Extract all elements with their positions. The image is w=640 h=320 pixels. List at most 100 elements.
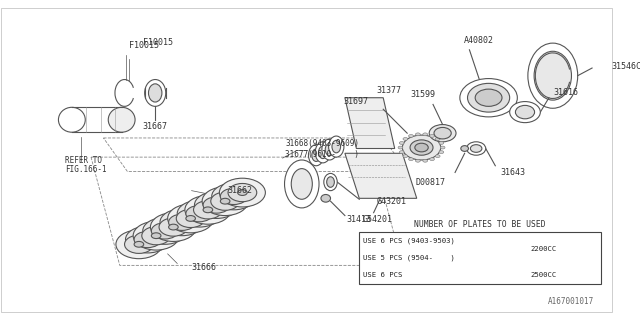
Ellipse shape xyxy=(186,216,195,221)
Text: USE 5 PCS (9504-    ): USE 5 PCS (9504- ) xyxy=(363,254,455,261)
Ellipse shape xyxy=(435,155,440,158)
Ellipse shape xyxy=(403,155,408,158)
Bar xyxy=(359,232,601,284)
Ellipse shape xyxy=(440,146,445,149)
Ellipse shape xyxy=(423,159,428,162)
Ellipse shape xyxy=(324,173,337,191)
Ellipse shape xyxy=(220,188,247,204)
Ellipse shape xyxy=(403,138,408,140)
Ellipse shape xyxy=(148,84,162,102)
Text: 31546C: 31546C xyxy=(611,62,640,71)
Polygon shape xyxy=(345,153,417,198)
Ellipse shape xyxy=(125,226,170,253)
Ellipse shape xyxy=(467,142,486,155)
Ellipse shape xyxy=(470,145,482,152)
Text: 31666: 31666 xyxy=(191,263,216,272)
Text: 31643: 31643 xyxy=(500,168,525,177)
Ellipse shape xyxy=(415,159,420,162)
Ellipse shape xyxy=(177,200,221,227)
Ellipse shape xyxy=(168,224,178,230)
Text: 31667: 31667 xyxy=(143,122,168,131)
Text: 2200CC: 2200CC xyxy=(531,246,557,252)
Ellipse shape xyxy=(220,178,266,207)
Ellipse shape xyxy=(429,124,456,142)
Ellipse shape xyxy=(185,196,231,224)
Ellipse shape xyxy=(108,107,135,132)
Ellipse shape xyxy=(515,105,534,119)
Ellipse shape xyxy=(58,107,85,132)
Ellipse shape xyxy=(203,197,230,213)
Text: 31662: 31662 xyxy=(227,186,252,195)
Text: USE 6 PCS (9403-9503): USE 6 PCS (9403-9503) xyxy=(363,237,455,244)
Polygon shape xyxy=(345,98,395,148)
Ellipse shape xyxy=(399,141,404,144)
Ellipse shape xyxy=(439,141,444,144)
Ellipse shape xyxy=(325,143,334,156)
Ellipse shape xyxy=(475,89,502,106)
Ellipse shape xyxy=(203,207,212,213)
Ellipse shape xyxy=(322,139,337,160)
Text: REFER TO: REFER TO xyxy=(65,156,102,164)
Ellipse shape xyxy=(134,241,144,247)
Text: 31413: 31413 xyxy=(347,215,372,224)
Text: D00817: D00817 xyxy=(415,178,445,187)
Ellipse shape xyxy=(308,145,324,166)
Ellipse shape xyxy=(220,198,230,204)
Ellipse shape xyxy=(415,143,428,152)
Ellipse shape xyxy=(423,133,428,136)
Ellipse shape xyxy=(160,209,204,236)
Ellipse shape xyxy=(159,218,188,236)
Ellipse shape xyxy=(460,79,517,117)
Ellipse shape xyxy=(434,127,451,139)
Ellipse shape xyxy=(321,195,330,202)
Ellipse shape xyxy=(116,230,162,259)
Ellipse shape xyxy=(125,235,154,253)
Text: FIG.166-1: FIG.166-1 xyxy=(65,165,107,174)
Ellipse shape xyxy=(291,169,312,199)
Text: F10015: F10015 xyxy=(129,41,159,50)
Text: F10015: F10015 xyxy=(143,38,173,47)
Text: G54201: G54201 xyxy=(362,215,392,224)
Ellipse shape xyxy=(168,204,214,233)
Ellipse shape xyxy=(186,205,212,222)
Text: NUMBER OF PLATES TO BE USED: NUMBER OF PLATES TO BE USED xyxy=(414,220,546,229)
Ellipse shape xyxy=(133,221,179,250)
Ellipse shape xyxy=(429,134,435,137)
Ellipse shape xyxy=(528,43,578,108)
Ellipse shape xyxy=(410,140,433,155)
Text: 31616: 31616 xyxy=(554,88,579,97)
Text: G43201: G43201 xyxy=(376,197,406,206)
Ellipse shape xyxy=(143,218,187,244)
Ellipse shape xyxy=(319,146,327,159)
Text: 31677(9610-    ): 31677(9610- ) xyxy=(285,150,360,159)
Text: 31697: 31697 xyxy=(344,97,369,106)
Text: A167001017: A167001017 xyxy=(548,297,594,306)
Ellipse shape xyxy=(398,146,403,149)
Ellipse shape xyxy=(328,136,344,157)
Ellipse shape xyxy=(211,192,239,210)
Ellipse shape xyxy=(326,177,334,187)
Text: 31377: 31377 xyxy=(376,85,401,95)
Ellipse shape xyxy=(332,140,340,153)
Ellipse shape xyxy=(509,101,540,123)
Ellipse shape xyxy=(152,223,178,239)
Ellipse shape xyxy=(461,146,468,151)
Ellipse shape xyxy=(195,192,239,219)
Ellipse shape xyxy=(193,201,222,219)
Ellipse shape xyxy=(408,134,413,137)
Ellipse shape xyxy=(435,138,440,140)
Ellipse shape xyxy=(415,133,420,136)
Ellipse shape xyxy=(399,151,404,154)
Ellipse shape xyxy=(403,135,441,160)
Ellipse shape xyxy=(150,213,196,241)
Ellipse shape xyxy=(142,227,170,245)
Text: USE 6 PCS: USE 6 PCS xyxy=(363,272,403,278)
Ellipse shape xyxy=(429,158,435,161)
Ellipse shape xyxy=(168,214,195,230)
Ellipse shape xyxy=(228,183,257,202)
Ellipse shape xyxy=(467,83,509,112)
Ellipse shape xyxy=(534,51,572,100)
Text: 31668(9403-9609): 31668(9403-9609) xyxy=(285,139,360,148)
Ellipse shape xyxy=(285,160,319,208)
Ellipse shape xyxy=(315,142,330,163)
